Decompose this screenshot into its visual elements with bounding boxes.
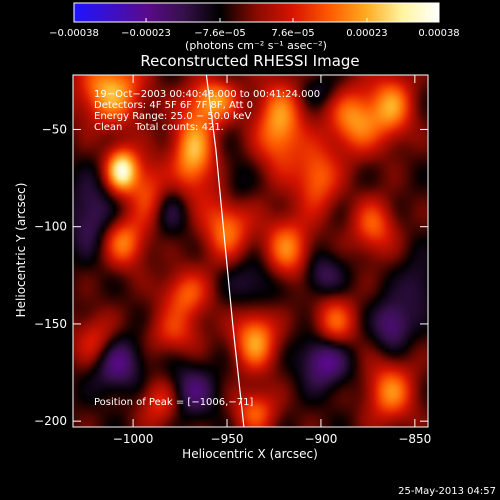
solar-limb-line	[205, 75, 245, 427]
colorbar-tick-label: −7.6e−05	[194, 28, 246, 39]
colorbar	[73, 2, 440, 23]
annotation-detectors: Detectors: 4F 5F 6F 7F 8F, Att 0	[94, 100, 253, 111]
y-tick-label: −50	[42, 122, 67, 136]
x-tick-label: −950	[211, 432, 244, 446]
chart-title: Reconstructed RHESSI Image	[140, 52, 359, 70]
footer-timestamp: 25-May-2013 04:57	[398, 486, 496, 497]
plot-frame	[72, 74, 429, 428]
colorbar-tick-label: 0.00038	[418, 28, 459, 39]
x-tick-label: −850	[398, 432, 431, 446]
peak-position-label: Position of Peak = [−1006,−71]	[94, 397, 253, 408]
colorbar-tick-label: −0.00023	[121, 28, 171, 39]
annotation-energy: Energy Range: 25.0 − 50.0 keV	[94, 111, 251, 122]
y-tick-label: −100	[34, 220, 67, 234]
colorbar-tick-label: −0.00038	[49, 28, 99, 39]
plot-area	[73, 75, 428, 427]
colorbar-tick-label: 7.6e−05	[271, 28, 314, 39]
y-tick-label: −150	[34, 317, 67, 331]
annotation-time: 19−Oct−2003 00:40:48.000 to 00:41:24.000	[94, 89, 320, 100]
x-tick-label: −1000	[113, 432, 154, 446]
observation-annotations: 19−Oct−2003 00:40:48.000 to 00:41:24.000…	[94, 89, 320, 408]
y-axis: −50 −100 −150 −200	[34, 122, 428, 428]
annotation-counts: Clean Total counts: 421.	[94, 122, 224, 133]
y-axis-label: Heliocentric Y (arcsec)	[14, 183, 28, 318]
x-axis: −1000 −950 −900 −850	[113, 75, 431, 446]
colorbar-ticks: −0.00038 −0.00023 −7.6e−05 7.6e−05 0.00023 0.…	[49, 18, 460, 39]
x-tick-label: −900	[304, 432, 337, 446]
heatmap-image	[73, 75, 428, 427]
colorbar-units: (photons cm⁻² s⁻¹ asec⁻²)	[185, 39, 327, 52]
y-tick-label: −200	[34, 414, 67, 428]
colorbar-tick-label: 0.00023	[346, 28, 387, 39]
x-axis-label: Heliocentric X (arcsec)	[182, 447, 318, 461]
